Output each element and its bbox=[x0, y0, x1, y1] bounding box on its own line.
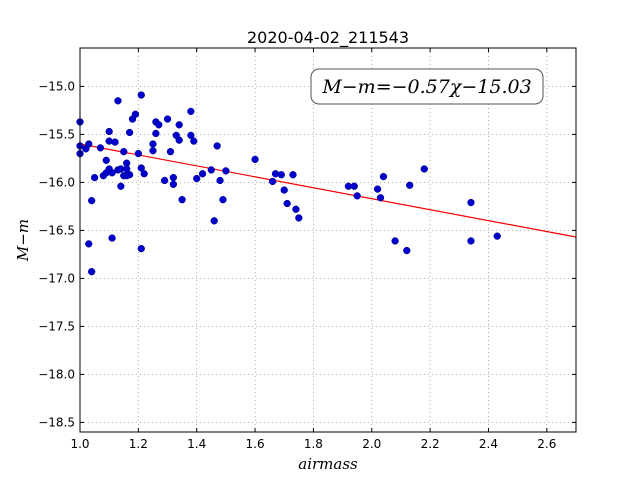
data-point bbox=[137, 164, 145, 172]
data-point bbox=[379, 172, 388, 181]
x-tick-label: 2.4 bbox=[479, 437, 498, 451]
data-point bbox=[85, 140, 93, 148]
data-point bbox=[187, 107, 195, 116]
data-point bbox=[108, 169, 116, 177]
data-point bbox=[373, 185, 382, 193]
grid bbox=[79, 48, 576, 432]
y-tick-label: −15.0 bbox=[38, 79, 75, 93]
data-point bbox=[169, 173, 178, 182]
data-point bbox=[117, 182, 125, 190]
data-point bbox=[137, 244, 145, 253]
data-point bbox=[140, 170, 148, 178]
x-tick-label: 1.2 bbox=[129, 437, 148, 451]
data-point bbox=[292, 205, 300, 213]
data-point bbox=[289, 171, 297, 179]
data-point bbox=[111, 138, 119, 146]
data-point bbox=[283, 199, 291, 208]
data-point bbox=[190, 137, 198, 145]
data-point bbox=[88, 268, 96, 276]
data-point bbox=[493, 232, 501, 240]
data-point bbox=[403, 246, 411, 255]
y-tick-label: −18.0 bbox=[38, 367, 75, 381]
data-point bbox=[96, 144, 105, 152]
x-tick-label: 2.6 bbox=[537, 437, 556, 451]
x-tick-label: 2.2 bbox=[421, 437, 440, 451]
data-point bbox=[467, 237, 475, 245]
x-axis-label: airmass bbox=[298, 455, 358, 473]
data-point bbox=[152, 129, 160, 138]
data-point bbox=[219, 196, 227, 204]
x-tick-label: 2.0 bbox=[362, 437, 381, 451]
data-point bbox=[120, 148, 128, 156]
y-tick-label: −18.5 bbox=[38, 415, 75, 429]
y-tick-label: −16.5 bbox=[38, 223, 75, 237]
data-point bbox=[125, 128, 134, 137]
data-point bbox=[376, 194, 385, 202]
data-point bbox=[391, 237, 399, 245]
data-point bbox=[295, 214, 303, 222]
data-point bbox=[198, 170, 207, 178]
data-point bbox=[268, 177, 277, 186]
data-point bbox=[467, 198, 475, 207]
data-point bbox=[222, 167, 230, 175]
data-point bbox=[420, 165, 428, 173]
data-point bbox=[187, 131, 195, 140]
data-point bbox=[175, 121, 183, 129]
data-point bbox=[149, 147, 157, 155]
data-point bbox=[131, 110, 140, 118]
data-point bbox=[149, 140, 157, 148]
data-point bbox=[90, 173, 99, 182]
data-point bbox=[160, 176, 169, 185]
x-tick-label: 1.4 bbox=[187, 437, 206, 451]
data-point bbox=[163, 115, 172, 123]
data-point bbox=[178, 196, 186, 204]
data-point bbox=[193, 174, 201, 183]
y-tick-label: −17.5 bbox=[38, 319, 75, 333]
data-point bbox=[137, 91, 145, 99]
axis-ticks: 1.0 1.2 1.4 1.6 1.8 2.0 2.2 2.4 2.6 −15.0 −15.5 −16… bbox=[38, 48, 576, 451]
data-point bbox=[105, 127, 113, 136]
equation-annotation: M−m=−0.57χ−15.03 bbox=[310, 68, 544, 105]
x-tick-label: 1.8 bbox=[304, 437, 323, 451]
data-point bbox=[406, 181, 414, 189]
data-point bbox=[169, 180, 178, 188]
data-point bbox=[108, 234, 116, 242]
data-point bbox=[134, 149, 143, 158]
data-point bbox=[251, 155, 259, 164]
data-point bbox=[353, 192, 361, 200]
y-tick-label: −17.0 bbox=[38, 271, 75, 285]
data-point bbox=[277, 171, 285, 179]
data-point bbox=[216, 176, 224, 185]
data-point bbox=[102, 156, 110, 164]
data-point bbox=[175, 136, 183, 144]
data-point bbox=[207, 166, 215, 174]
equation-box bbox=[310, 68, 544, 105]
data-point bbox=[213, 142, 221, 150]
data-point bbox=[280, 186, 288, 194]
data-point bbox=[88, 196, 96, 205]
y-tick-label: −15.5 bbox=[38, 127, 75, 141]
data-point bbox=[125, 171, 134, 179]
x-tick-label: 1.0 bbox=[70, 437, 89, 451]
data-point bbox=[114, 97, 122, 105]
y-tick-label: −16.0 bbox=[38, 175, 75, 189]
fit-line bbox=[79, 143, 577, 238]
fit-line-layer bbox=[79, 143, 577, 238]
data-point bbox=[210, 217, 218, 225]
plot-frame bbox=[79, 47, 577, 433]
chart-title: 2020-04-02_211543 bbox=[247, 28, 409, 48]
y-axis-label: M−m bbox=[14, 219, 32, 262]
data-point bbox=[166, 148, 175, 156]
data-points bbox=[76, 91, 501, 276]
data-point bbox=[155, 121, 163, 129]
x-tick-label: 1.6 bbox=[246, 437, 265, 451]
data-point bbox=[350, 182, 358, 190]
data-point bbox=[85, 240, 93, 248]
equation-text: M−m=−0.57χ−15.03 bbox=[321, 76, 531, 98]
